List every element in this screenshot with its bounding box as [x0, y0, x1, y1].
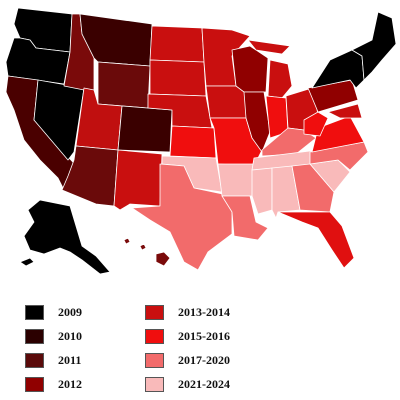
state-va — [311, 115, 365, 153]
state-sd — [149, 59, 207, 97]
legend-swatch — [25, 376, 44, 392]
state-ar — [217, 163, 255, 197]
state-wi — [231, 45, 269, 93]
legend-item: 2013-2014 — [145, 304, 230, 320]
state-la — [221, 195, 269, 241]
legend-label: 2012 — [58, 376, 82, 391]
state-md — [327, 103, 363, 119]
legend-label: 2015-2016 — [178, 328, 230, 343]
state-hi — [123, 237, 171, 267]
legend-item: 2009 — [25, 304, 82, 320]
legend-label: 2011 — [58, 352, 82, 367]
legend-item: 2012 — [25, 376, 82, 392]
state-ms — [251, 167, 273, 215]
legend-swatch — [25, 304, 44, 320]
legend-swatch — [25, 328, 44, 344]
state-ak — [19, 199, 111, 275]
legend-item: 2021-2024 — [145, 376, 230, 392]
legend-item: 2011 — [25, 352, 81, 368]
state-ga — [291, 163, 335, 213]
state-nd — [149, 25, 205, 63]
state-new-england — [351, 11, 397, 81]
legend: 2009 2010 2011 2012 2013-2014 2015-2016 … — [25, 298, 375, 394]
legend-label: 2013-2014 — [178, 304, 230, 319]
legend-swatch — [25, 352, 44, 368]
state-ny — [311, 49, 365, 89]
legend-label: 2021-2024 — [178, 376, 230, 391]
legend-label: 2010 — [58, 328, 82, 343]
state-ks — [169, 125, 217, 159]
us-map — [5, 7, 397, 275]
state-wy — [97, 61, 151, 109]
state-mi — [247, 39, 293, 99]
legend-item: 2010 — [25, 328, 82, 344]
legend-swatch — [145, 352, 164, 368]
legend-swatch — [145, 304, 164, 320]
state-co — [117, 105, 173, 153]
legend-item: 2017-2020 — [145, 352, 230, 368]
legend-label: 2009 — [58, 304, 82, 319]
state-tx — [131, 163, 233, 271]
legend-label: 2017-2020 — [178, 352, 230, 367]
state-wv — [303, 111, 329, 137]
legend-swatch — [145, 328, 164, 344]
state-fl — [277, 211, 355, 269]
legend-item: 2015-2016 — [145, 328, 230, 344]
state-nm — [113, 149, 163, 211]
legend-swatch — [145, 376, 164, 392]
